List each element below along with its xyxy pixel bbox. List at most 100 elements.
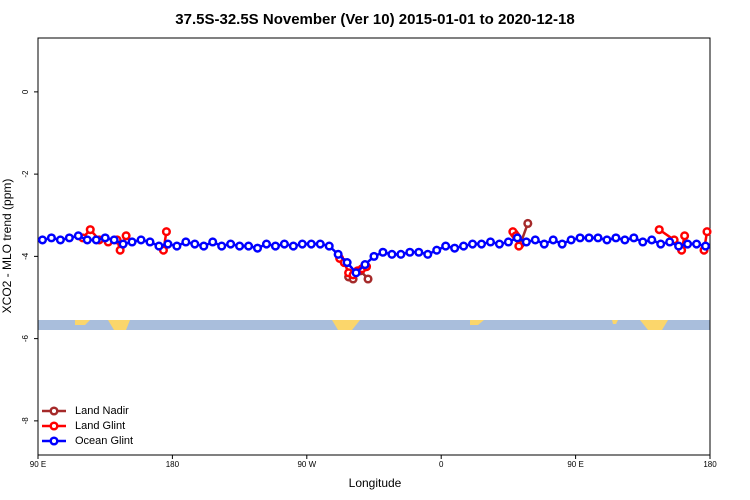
data-point: [423, 249, 433, 259]
data-point: [387, 249, 397, 259]
data-point: [514, 241, 524, 251]
data-point: [503, 237, 513, 247]
data-point: [611, 233, 621, 243]
data-point: [485, 237, 496, 247]
data-point: [494, 239, 504, 249]
data-point: [530, 235, 540, 245]
chart-title: 37.5S-32.5S November (Ver 10) 2015-01-01…: [175, 11, 574, 28]
data-point: [333, 249, 343, 259]
data-point: [279, 239, 289, 249]
data-point: [145, 237, 155, 247]
y-tick-label: -2: [21, 170, 30, 178]
data-point: [297, 239, 307, 249]
land-ocean-map: [38, 320, 710, 330]
data-point: [468, 239, 478, 249]
data-point: [700, 241, 711, 251]
data-point: [575, 233, 585, 243]
x-axis-label: Longitude: [349, 476, 402, 490]
y-tick-label: -4: [21, 252, 30, 260]
data-point: [414, 247, 424, 257]
data-point: [226, 239, 236, 249]
data-point: [37, 235, 48, 245]
legend-marker: [49, 406, 59, 416]
plot-frame: [37, 37, 711, 456]
data-point: [441, 241, 451, 251]
x-tick-label: 90 W: [297, 460, 316, 469]
data-point: [270, 241, 280, 251]
y-tick-label: -6: [21, 335, 30, 343]
data-point: [136, 235, 146, 245]
data-point: [548, 235, 558, 245]
data-point: [208, 237, 218, 247]
data-point: [288, 241, 298, 251]
legend-label: Land Nadir: [75, 405, 129, 417]
data-point: [55, 235, 65, 245]
data-point: [620, 235, 630, 245]
data-point: [539, 239, 549, 249]
legend-label: Land Glint: [75, 420, 125, 432]
data-point: [674, 241, 684, 251]
x-tick-label: 180: [703, 460, 717, 469]
data-point: [512, 233, 522, 243]
data-point: [680, 231, 690, 241]
data-point: [602, 235, 612, 245]
data-point: [584, 233, 594, 243]
data-point: [118, 239, 128, 249]
data-point: [476, 239, 487, 249]
data-point: [369, 251, 379, 261]
data-point: [306, 239, 316, 249]
data-point: [64, 233, 74, 243]
y-axis-label: XCO2 - MLO trend (ppm): [0, 179, 14, 314]
data-point: [91, 235, 101, 245]
data-point: [683, 239, 693, 249]
data-point: [566, 235, 576, 245]
data-point: [351, 268, 361, 278]
data-point: [459, 241, 469, 251]
y-tick-label: 0: [21, 89, 30, 94]
data-point: [315, 239, 325, 249]
data-point: [244, 241, 254, 251]
data-point: [702, 227, 712, 237]
data-point: [656, 239, 666, 249]
data-point: [363, 274, 373, 284]
data-point: [629, 233, 639, 243]
data-point: [342, 257, 352, 268]
data-point: [665, 237, 675, 247]
data-point: [121, 231, 131, 241]
data-point: [172, 241, 182, 251]
data-point: [235, 241, 245, 251]
data-point: [450, 243, 460, 253]
data-point: [181, 237, 191, 247]
data-point: [523, 218, 533, 229]
x-tick-label: 0: [439, 460, 444, 469]
data-point: [85, 225, 95, 235]
data-point: [127, 237, 137, 247]
data-point: [82, 235, 92, 245]
x-tick-label: 180: [166, 460, 180, 469]
data-point: [261, 239, 272, 249]
data-point: [557, 239, 567, 249]
data-point: [154, 241, 164, 251]
data-point: [324, 241, 334, 251]
data-point: [161, 227, 171, 237]
data-point: [163, 239, 173, 249]
x-tick-label: 90 E: [567, 460, 583, 469]
data-point: [647, 235, 657, 245]
data-point: [46, 233, 56, 243]
legend-label: Ocean Glint: [75, 435, 133, 447]
data-point: [654, 225, 664, 235]
data-point: [692, 239, 702, 249]
data-point: [73, 231, 83, 241]
legend-marker: [49, 421, 59, 431]
legend-marker: [49, 436, 59, 446]
data-point: [432, 245, 442, 255]
data-point: [593, 233, 603, 243]
data-point: [100, 233, 110, 243]
y-tick-label: -8: [21, 417, 30, 425]
x-tick-label: 90 E: [30, 460, 46, 469]
data-point: [199, 241, 209, 251]
data-point: [396, 249, 406, 259]
data-point: [109, 235, 119, 245]
data-point: [638, 237, 648, 247]
